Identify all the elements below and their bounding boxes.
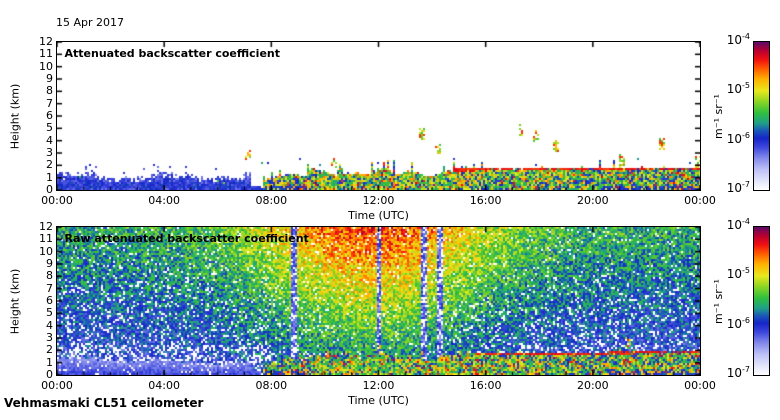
height-axis-label-text: Height (km) — [8, 83, 22, 149]
height-axis-label: Height (km) — [2, 42, 28, 190]
colorbar-raw — [752, 225, 770, 376]
y-tick-label: 7 — [46, 96, 53, 110]
x-tick-label: 20:00 — [576, 194, 609, 207]
x-tick-label: 00:00 — [684, 379, 716, 392]
x-tick-label: 00:00 — [41, 379, 73, 392]
y-tick-label: 9 — [46, 72, 53, 85]
colorbar-tick-exponent: -6 — [742, 315, 750, 325]
instrument-label: Vehmasmaki CL51 ceilometer — [4, 396, 204, 410]
raw-backscatter-panel: Raw attenuated backscatter coefficient — [55, 225, 701, 376]
colorbar-unit-text: m⁻¹ sr⁻¹ — [711, 93, 725, 139]
colorbar-tick-exponent: -4 — [742, 217, 750, 226]
y-tick-label: 0 — [46, 368, 53, 381]
time-axis-label: Time (UTC) — [348, 209, 409, 222]
colorbar-unit-text: m⁻¹ sr⁻¹ — [711, 278, 725, 324]
attenuated-backscatter-panel: Attenuated backscatter coefficient — [55, 40, 701, 191]
colorbar-tick-label: 10-7 — [702, 180, 750, 195]
colorbar-tick-exponent: -7 — [742, 365, 750, 374]
colorbar-tick-base: 10 — [726, 131, 743, 146]
x-tick-label: 08:00 — [255, 379, 288, 392]
y-tick-label: 2 — [46, 158, 53, 172]
y-tick-label: 3 — [46, 331, 53, 344]
colorbar-tick-base: 10 — [726, 33, 743, 47]
x-tick-label: 16:00 — [469, 194, 502, 207]
y-tick-label: 6 — [46, 109, 53, 122]
x-tick-label: 12:00 — [362, 379, 395, 392]
colorbar-tick-base: 10 — [726, 218, 743, 232]
colorbar-tick-base: 10 — [726, 82, 743, 97]
colorbar-tick-base: 10 — [726, 267, 743, 282]
colorbar-tick-label: 10-4 — [702, 32, 750, 47]
x-tick-label: 16:00 — [469, 379, 502, 392]
x-tick-label: 04:00 — [148, 194, 180, 207]
colorbar-attenuated — [752, 40, 770, 191]
x-tick-label: 00:00 — [41, 194, 73, 207]
colorbar-tick-exponent: -6 — [742, 130, 750, 140]
colorbar-unit-label: m⁻¹ sr⁻¹ — [706, 227, 730, 375]
y-tick-label: 3 — [46, 146, 53, 159]
y-tick-label: 0 — [46, 183, 53, 196]
y-tick-label: 6 — [46, 294, 53, 307]
x-tick-label: 08:00 — [255, 194, 288, 207]
height-axis-label-text: Height (km) — [8, 268, 22, 334]
colorbar-tick-label: 10-4 — [702, 217, 750, 232]
colorbar-tick-exponent: -4 — [742, 32, 750, 41]
y-tick-label: 8 — [46, 269, 53, 283]
y-tick-label: 12 — [39, 35, 53, 48]
x-tick-label: 00:00 — [684, 194, 716, 207]
raw-panel-title: Raw attenuated backscatter coefficient — [64, 231, 309, 245]
y-tick-label: 4 — [46, 318, 53, 332]
colorbar-tick-exponent: -5 — [742, 81, 750, 91]
colorbar-tick-label: 10-5 — [702, 81, 750, 97]
x-tick-label: 04:00 — [148, 379, 180, 392]
attenuated-heatmap-canvas — [56, 41, 700, 190]
y-tick-label: 11 — [39, 47, 53, 61]
y-tick-label: 12 — [39, 220, 53, 233]
y-tick-label: 7 — [46, 281, 53, 295]
y-tick-label: 1 — [46, 170, 53, 184]
colorbar-tick-label: 10-5 — [702, 266, 750, 282]
colorbar-tick-exponent: -7 — [742, 180, 750, 189]
time-axis-label: Time (UTC) — [348, 394, 409, 407]
x-tick-label: 20:00 — [576, 379, 609, 392]
date-label: 15 Apr 2017 — [56, 16, 125, 29]
x-tick-label: 12:00 — [362, 194, 395, 207]
colorbar-tick-label: 10-6 — [702, 315, 750, 331]
colorbar-unit-label: m⁻¹ sr⁻¹ — [706, 42, 730, 190]
colorbar-tick-base: 10 — [726, 181, 743, 195]
y-tick-label: 8 — [46, 84, 53, 98]
y-tick-label: 10 — [39, 244, 53, 258]
y-tick-label: 2 — [46, 343, 53, 357]
y-tick-label: 4 — [46, 133, 53, 147]
attenuated-panel-title: Attenuated backscatter coefficient — [64, 46, 281, 60]
y-tick-label: 1 — [46, 355, 53, 369]
y-tick-label: 9 — [46, 257, 53, 270]
y-tick-label: 10 — [39, 59, 53, 73]
colorbar-tick-base: 10 — [726, 316, 743, 331]
y-tick-label: 11 — [39, 232, 53, 246]
raw-heatmap-canvas — [56, 226, 700, 375]
colorbar-tick-base: 10 — [726, 366, 743, 380]
height-axis-label: Height (km) — [2, 227, 28, 375]
y-tick-label: 5 — [46, 121, 53, 135]
y-tick-label: 5 — [46, 306, 53, 320]
colorbar-tick-label: 10-7 — [702, 365, 750, 380]
colorbar-tick-label: 10-6 — [702, 130, 750, 146]
colorbar-tick-exponent: -5 — [742, 266, 750, 276]
